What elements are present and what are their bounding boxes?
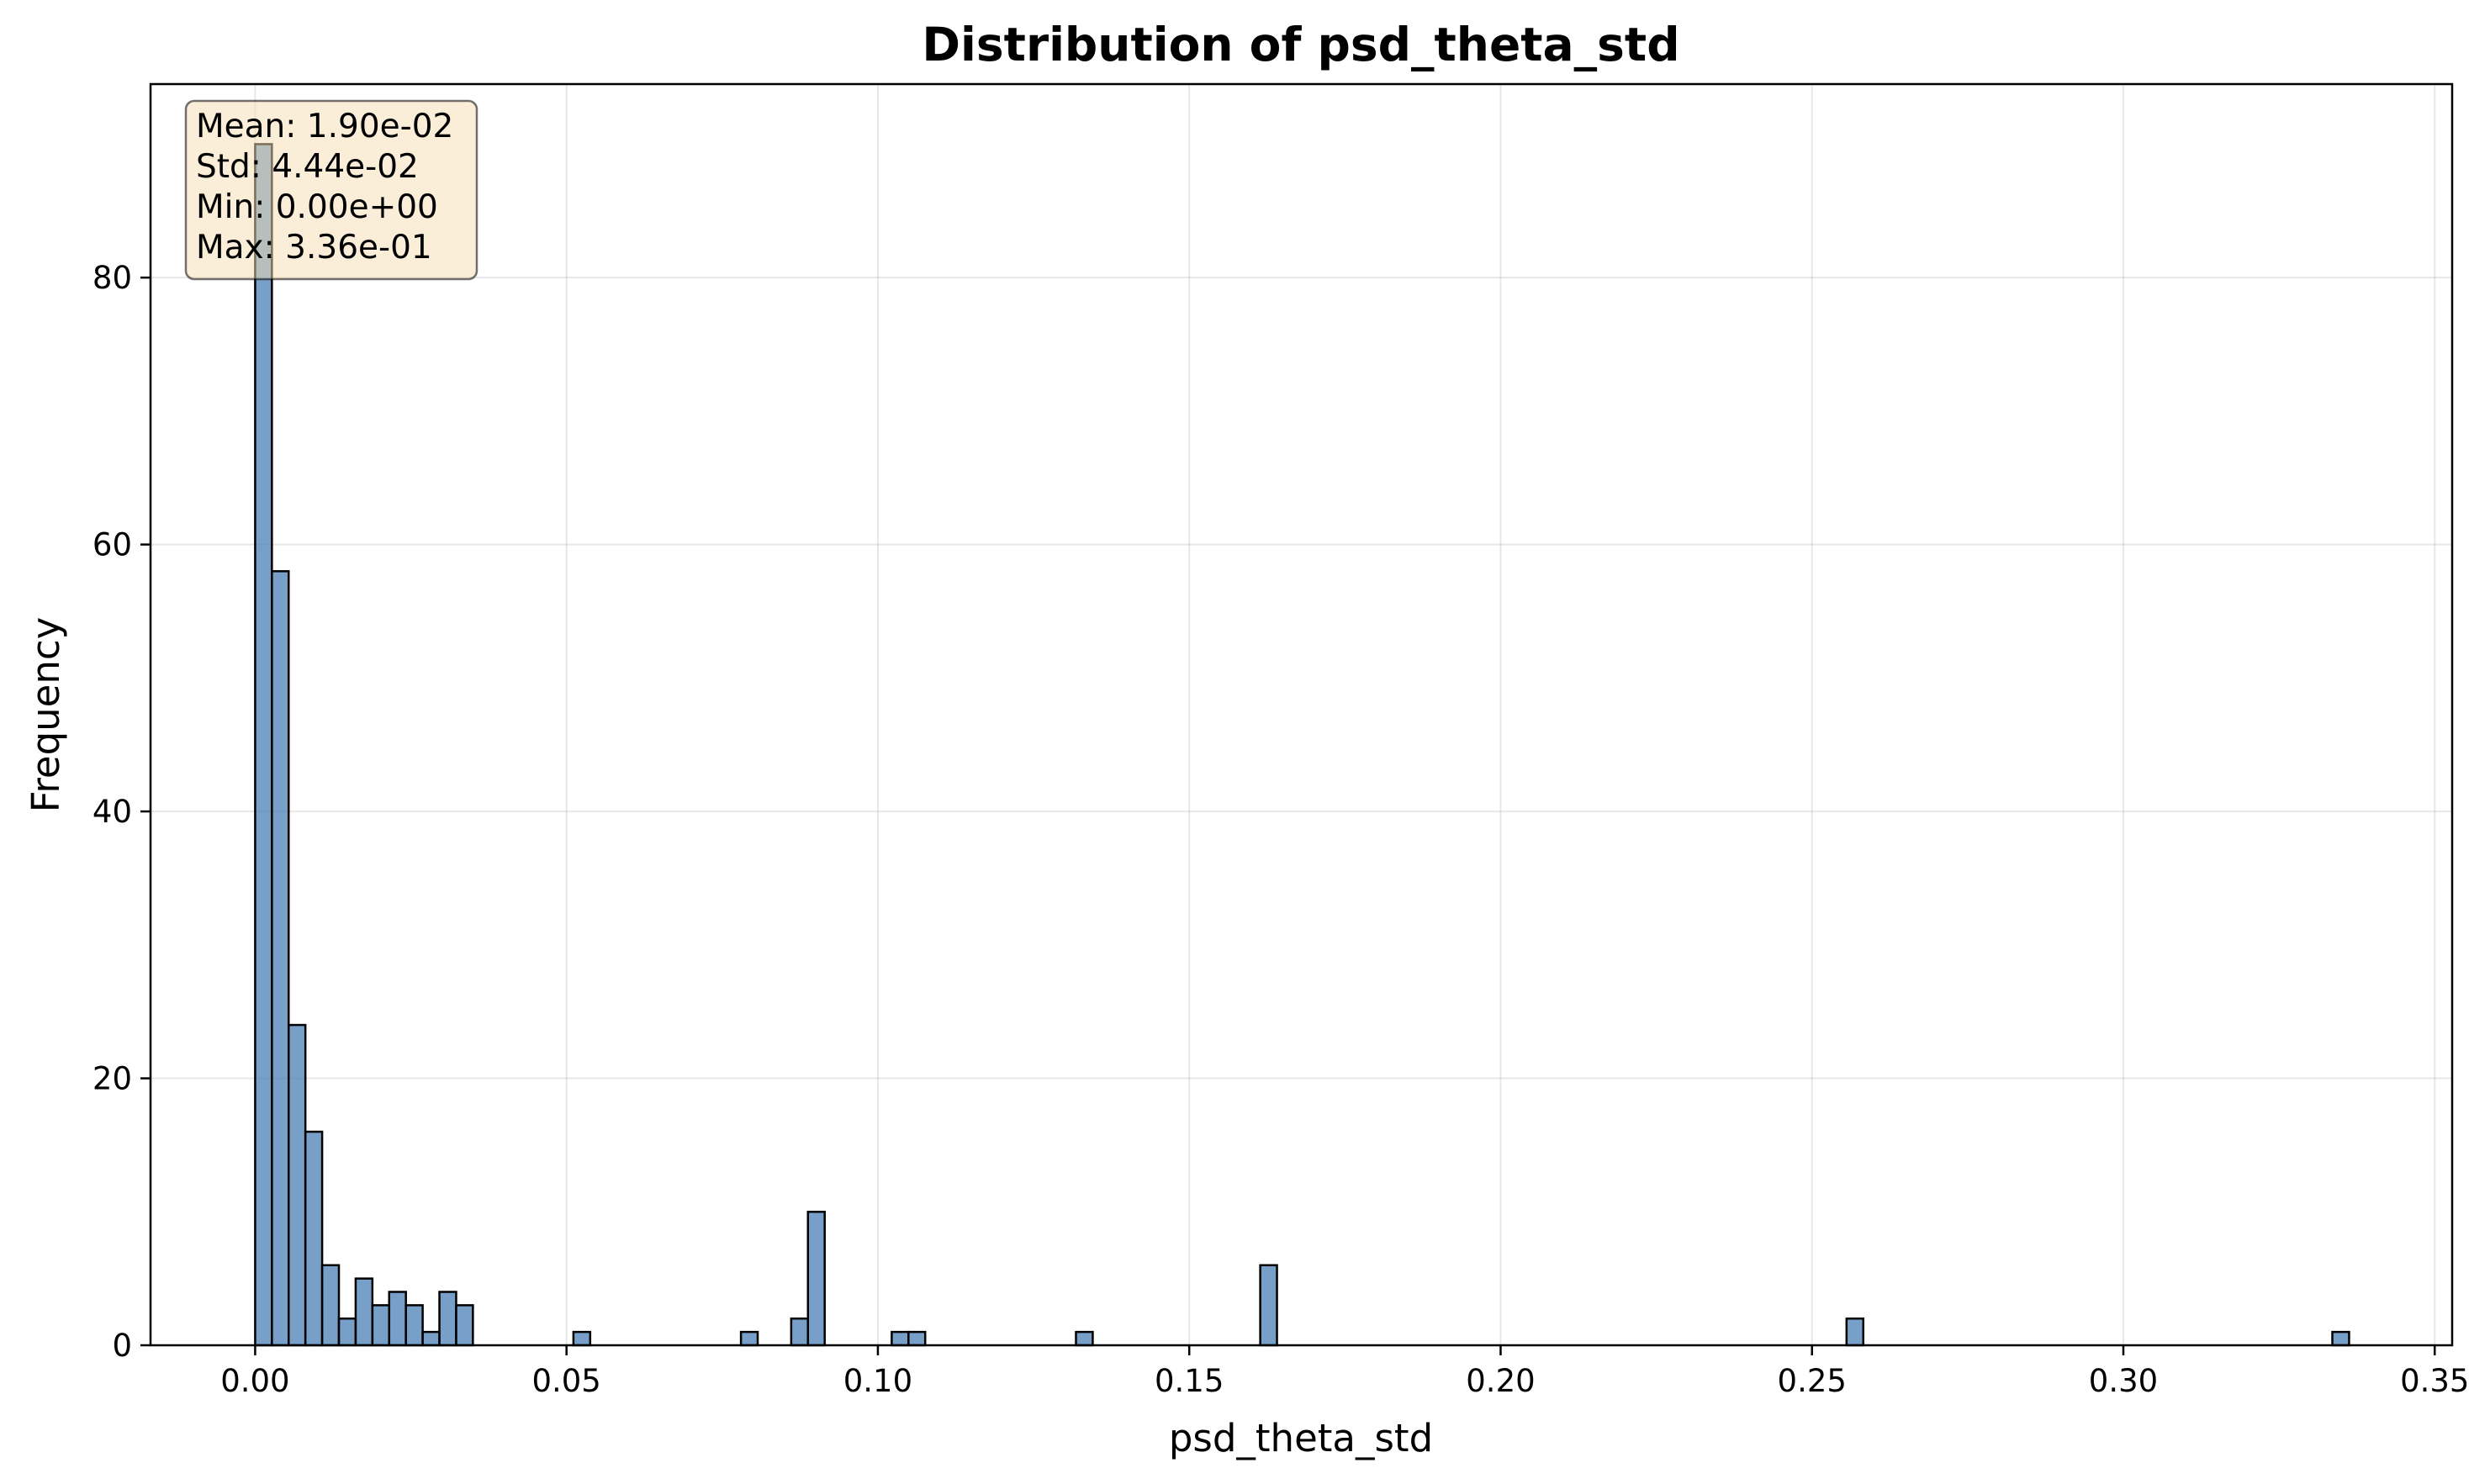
- histogram-bar-5: [337, 1318, 357, 1347]
- stats-box: Mean: 1.90e-02 Std: 4.44e-02 Min: 0.00e+…: [184, 99, 478, 281]
- x-tick-label-1: 0.05: [531, 1363, 600, 1399]
- y-tick-label-3: 60: [93, 527, 132, 563]
- x-tick-label-2: 0.10: [843, 1363, 912, 1399]
- histogram-bar-16: [806, 1211, 826, 1347]
- histogram-bar-22: [2331, 1330, 2350, 1347]
- y-tick-label-2: 40: [93, 794, 132, 830]
- histogram-bar-14: [739, 1330, 759, 1347]
- y-tick-label-4: 80: [93, 260, 132, 296]
- histogram-bar-7: [371, 1304, 391, 1347]
- histogram-bar-17: [891, 1330, 910, 1347]
- histogram-bar-8: [388, 1291, 407, 1347]
- axis-ticks: 0.00 0.05 0.10 0.15 0.20 0.25 0.30 0.35 0 20 40 60 8…: [93, 260, 2470, 1399]
- y-tick-label-0: 0: [112, 1328, 132, 1364]
- stats-box-background: [184, 99, 478, 281]
- x-axis-label: psd_theta_std: [1169, 1416, 1433, 1460]
- histogram-bar-20: [1259, 1264, 1278, 1347]
- histogram-bar-10: [421, 1330, 441, 1347]
- histogram-bar-11: [438, 1291, 457, 1347]
- histogram-bar-21: [1845, 1318, 1865, 1347]
- x-tick-label-5: 0.25: [1778, 1363, 1847, 1399]
- stats-min: Min: 0.00e+00: [196, 188, 438, 226]
- histogram-bar-18: [907, 1330, 927, 1347]
- histogram-bar-19: [1075, 1330, 1094, 1347]
- histogram-bar-2: [287, 1023, 307, 1347]
- x-tick-label-4: 0.20: [1466, 1363, 1535, 1399]
- x-tick-label-3: 0.15: [1155, 1363, 1224, 1399]
- x-tick-label-7: 0.35: [2400, 1363, 2469, 1399]
- stats-mean: Mean: 1.90e-02: [196, 108, 453, 145]
- x-tick-label-6: 0.30: [2089, 1363, 2158, 1399]
- histogram-bar-6: [354, 1277, 374, 1347]
- histogram-bar-13: [572, 1330, 592, 1347]
- histogram-bar-15: [790, 1318, 810, 1347]
- stats-std: Std: 4.44e-02: [196, 148, 419, 186]
- chart-title: Distribution of psd_theta_std: [922, 18, 1679, 71]
- histogram-bar-3: [304, 1130, 324, 1347]
- histogram-bar-4: [320, 1264, 341, 1347]
- histogram-bar-12: [455, 1304, 474, 1347]
- plot-frame: [149, 82, 2454, 1347]
- histogram-bar-1: [271, 570, 290, 1347]
- y-tick-label-1: 20: [93, 1061, 132, 1097]
- histogram-bar-0: [254, 143, 273, 1347]
- stats-max: Max: 3.36e-01: [196, 229, 432, 267]
- x-tick-label-0: 0.00: [220, 1363, 289, 1399]
- y-axis-label: Frequency: [24, 617, 68, 812]
- histogram-bar-9: [404, 1304, 424, 1347]
